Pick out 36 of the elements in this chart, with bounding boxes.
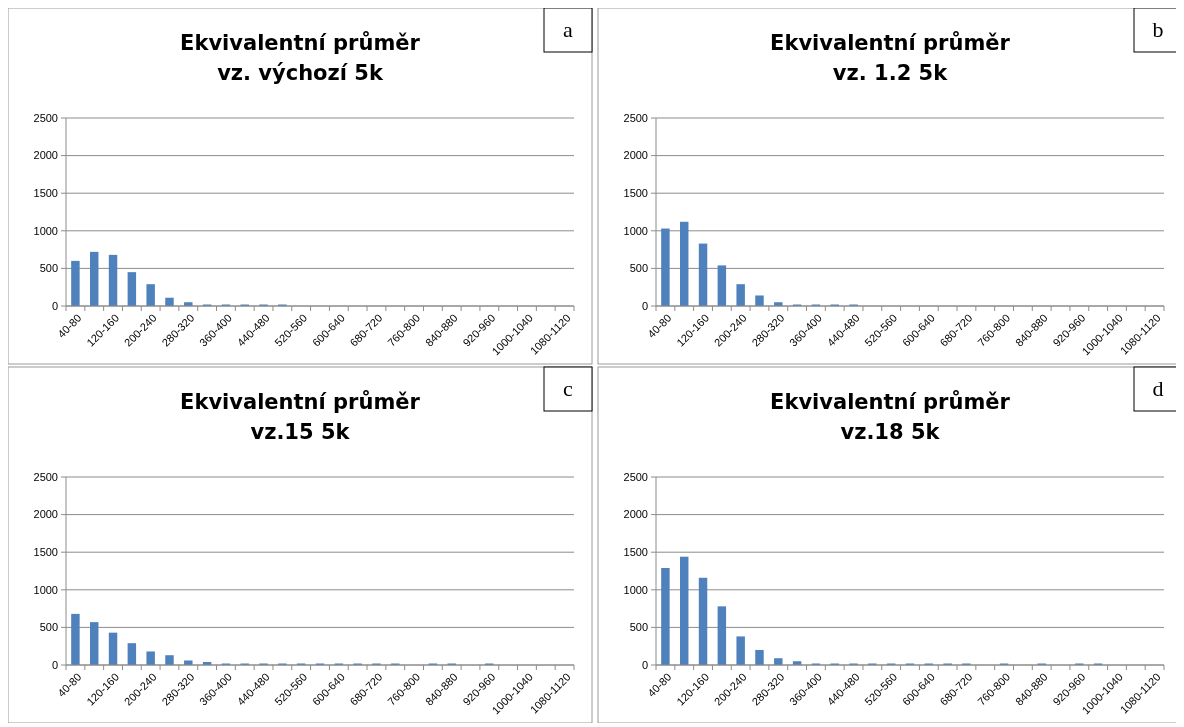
text: c: [563, 376, 574, 401]
y-tick-label: 2000: [33, 149, 58, 162]
y-tick-label: 2500: [623, 470, 648, 483]
text: a: [563, 17, 574, 42]
y-tick-label: 2500: [623, 111, 648, 124]
text: d: [1152, 376, 1164, 401]
y-tick-label: 1500: [33, 546, 58, 559]
y-tick-label: 2000: [33, 508, 58, 521]
y-tick-label: 0: [51, 658, 58, 671]
chart-subtitle: vz. výchozí 5k: [217, 61, 384, 85]
text: b: [1152, 17, 1164, 42]
y-tick-label: 1000: [33, 224, 58, 237]
y-tick-label: 0: [641, 658, 648, 671]
y-tick-label: 1500: [623, 187, 648, 200]
y-tick-label: 1500: [33, 187, 58, 200]
y-tick-label: 0: [641, 299, 648, 312]
y-tick-label: 2000: [623, 508, 648, 521]
chart-subtitle: vz.15 5k: [250, 420, 351, 444]
y-tick-label: 2000: [623, 149, 648, 162]
y-tick-label: 2500: [33, 111, 58, 124]
chart-title: Ekvivalentní průměr: [770, 31, 1011, 55]
chart-title: Ekvivalentní průměr: [770, 390, 1011, 414]
y-tick-label: 1500: [623, 546, 648, 559]
chart-title: Ekvivalentní průměr: [180, 31, 421, 55]
y-tick-label: 500: [39, 262, 58, 275]
y-tick-label: 1000: [33, 583, 58, 596]
y-tick-label: 0: [51, 299, 58, 312]
y-tick-label: 500: [629, 621, 648, 634]
chart-title: Ekvivalentní průměr: [180, 390, 421, 414]
y-tick-label: 1000: [623, 583, 648, 596]
chart-subtitle: vz. 1.2 5k: [832, 61, 949, 85]
y-tick-label: 500: [629, 262, 648, 275]
y-tick-label: 2500: [33, 470, 58, 483]
y-tick-label: 500: [39, 621, 58, 634]
chart-subtitle: vz.18 5k: [840, 420, 941, 444]
y-tick-label: 1000: [623, 224, 648, 237]
